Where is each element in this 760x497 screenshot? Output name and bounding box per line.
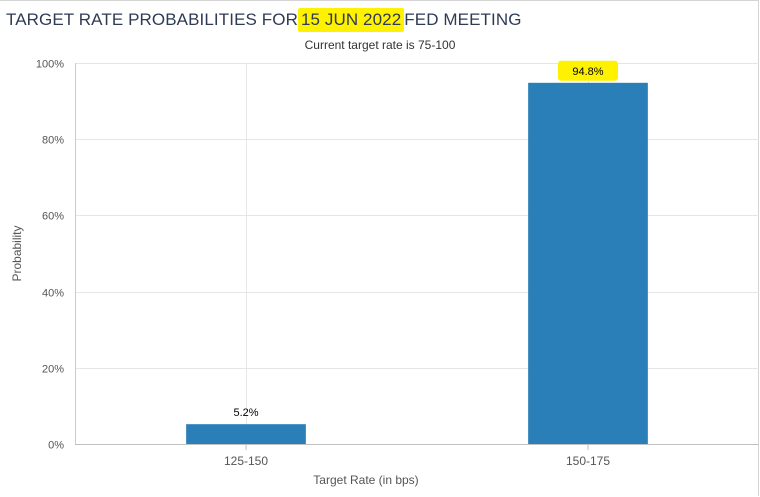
x-tick-label: 125-150: [224, 454, 268, 468]
y-tick-label: 100%: [36, 59, 64, 71]
x-axis-title: Target Rate (in bps): [313, 473, 418, 487]
bar-value-label: 94.8%: [572, 66, 603, 78]
chart-subtitle: Current target rate is 75-100: [304, 38, 456, 52]
y-tick-label: 60%: [42, 211, 64, 223]
y-axis-title: Probability: [10, 225, 24, 281]
title-suffix: FED MEETING: [404, 10, 522, 29]
y-tick-label: 80%: [42, 135, 64, 147]
bar-value-label: 5.2%: [233, 407, 258, 419]
title-prefix: TARGET RATE PROBABILITIES FOR: [6, 10, 298, 29]
value-label-highlight: [558, 60, 618, 81]
y-tick-label: 20%: [42, 364, 64, 376]
page-title: TARGET RATE PROBABILITIES FOR 15 JUN 202…: [6, 8, 522, 34]
y-tick-label: 0%: [48, 440, 64, 452]
y-tick-label: 40%: [42, 288, 64, 300]
title-meeting-date: 15 JUN 2022: [297, 8, 405, 32]
x-tick-label: 150-175: [566, 454, 610, 468]
bar-125-150: [186, 424, 306, 444]
bar-150-175: [528, 82, 648, 444]
